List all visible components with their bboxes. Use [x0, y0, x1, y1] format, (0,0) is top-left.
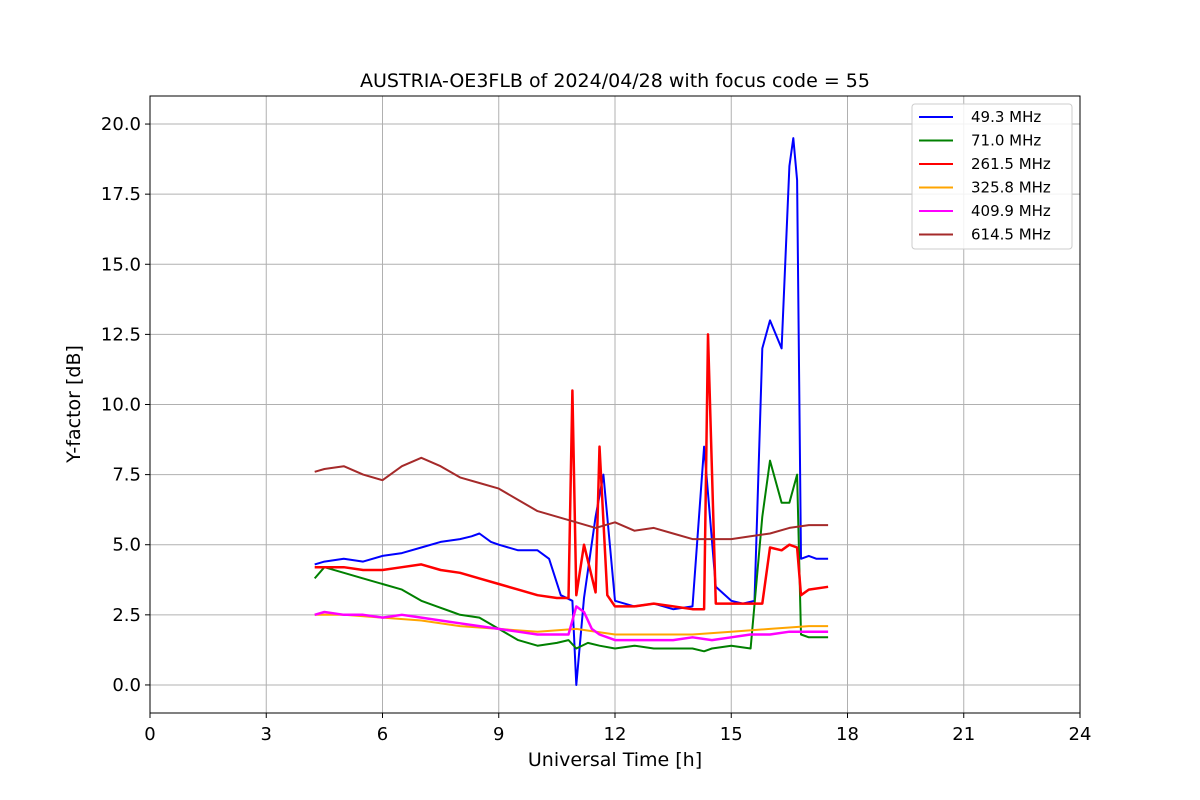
legend-label-3: 325.8 MHz: [971, 179, 1051, 197]
x-tick-label: 24: [1069, 724, 1092, 745]
y-tick-label: 2.5: [112, 605, 141, 626]
series-line-0: [314, 137, 829, 686]
y-tick-label: 17.5: [101, 184, 141, 205]
legend-label-1: 71.0 MHz: [971, 132, 1041, 150]
chart-title: AUSTRIA-OE3FLB of 2024/04/28 with focus …: [360, 70, 870, 92]
legend: 49.3 MHz 71.0 MHz 261.5 MHz 325.8 MHz 409.9…: [911, 103, 1073, 250]
series-line-5: [314, 456, 829, 541]
y-tick-label: 15.0: [101, 254, 141, 275]
y-tick-label: 10.0: [101, 395, 141, 416]
y-tick-label: 7.5: [112, 465, 141, 486]
y-tick-label: 20.0: [101, 114, 141, 135]
x-tick-label: 15: [720, 724, 743, 745]
y-tick-label: 5.0: [112, 535, 141, 556]
series-line-3: [314, 613, 829, 636]
series-line-4: [314, 605, 829, 642]
series-layer: [313, 137, 829, 686]
legend-label-0: 49.3 MHz: [971, 108, 1041, 126]
grid: [149, 96, 1081, 713]
legend-label-2: 261.5 MHz: [971, 155, 1051, 173]
x-tick-label: 12: [604, 724, 627, 745]
series-line-2: [314, 333, 829, 611]
legend-label-4: 409.9 MHz: [971, 202, 1051, 220]
x-tick-label: 6: [377, 724, 388, 745]
y-tick-label: 12.5: [101, 324, 141, 345]
legend-label-5: 614.5 MHz: [971, 226, 1051, 244]
x-axis-label: Universal Time [h]: [528, 749, 702, 771]
x-tick-label: 21: [952, 724, 975, 745]
y-axis-label: Y-factor [dB]: [63, 345, 85, 464]
series-line-1: [313, 459, 829, 653]
x-tick-label: 3: [261, 724, 272, 745]
x-tick-label: 0: [144, 724, 155, 745]
x-tick-label: 9: [493, 724, 504, 745]
y-tick-label: 0.0: [112, 675, 141, 696]
y-axis: 0.0 2.5 5.0 7.5 10.0 12.5 15.0 17.5 20.0: [101, 114, 150, 696]
x-tick-label: 18: [836, 724, 859, 745]
x-axis: 0 3 6 9 12 15 18 21 24: [144, 713, 1091, 745]
